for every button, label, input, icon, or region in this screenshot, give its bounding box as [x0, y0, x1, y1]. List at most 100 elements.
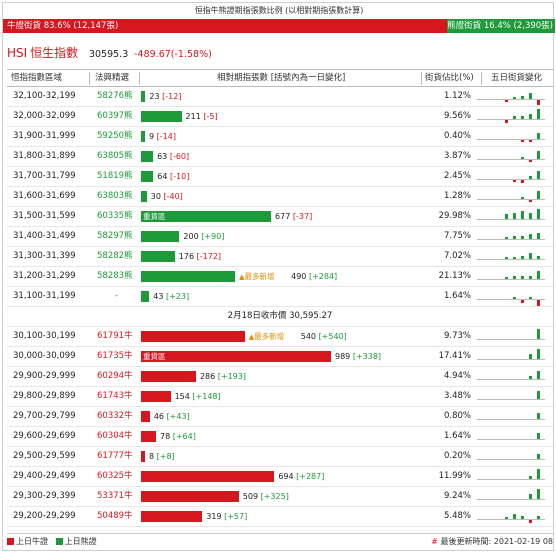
sparkline-bar — [537, 171, 540, 179]
share-percent: 0.40% — [443, 131, 471, 141]
share-percent: 0.80% — [443, 411, 471, 421]
top-pick-link[interactable]: 60304牛 — [97, 431, 133, 441]
table-row[interactable]: 31,500-31,599 60335熊 重貨區 677 [-37] 29.98% — [7, 207, 553, 227]
contracts-change: [+540] — [318, 332, 347, 341]
top-pick-link[interactable]: 60325牛 — [97, 471, 133, 481]
most-added-note: ▲最多新增 — [249, 331, 284, 343]
top-pick-link[interactable]: 61777牛 — [97, 451, 133, 461]
top-pick-link[interactable]: 59250熊 — [97, 131, 133, 141]
contracts-number: 989 — [335, 352, 351, 361]
sparkline-bar — [521, 197, 524, 199]
share-percent: 11.99% — [438, 471, 471, 481]
five-day-sparkline — [477, 428, 545, 446]
table-row[interactable]: 30,100-30,199 61791牛 ▲最多新增 540 [+540] 9.73% — [7, 327, 553, 347]
contracts-value: 677 [-37] — [275, 211, 312, 222]
sparkline-baseline — [477, 379, 545, 380]
contracts-cell: 8 [+8] — [141, 451, 421, 462]
contracts-number: 176 — [178, 252, 195, 261]
five-day-sparkline — [477, 448, 545, 466]
table-row[interactable]: 30,000-30,099 61735牛 重貨區 989 [+338] 17.41% — [7, 347, 553, 367]
five-day-sparkline — [477, 388, 545, 406]
top-pick-link[interactable]: 61735牛 — [97, 351, 133, 361]
table-row[interactable]: 31,100-31,199 - 43 [+23] 1.64% — [7, 287, 553, 307]
table-row[interactable]: 29,200-29,299 50489牛 319 [+57] 5.48% — [7, 507, 553, 527]
sparkline-bar — [513, 514, 516, 519]
table-row[interactable]: 29,700-29,799 60332牛 46 [+43] 0.80% — [7, 407, 553, 427]
top-pick-link[interactable]: 63803熊 — [97, 191, 133, 201]
sparkline-baseline — [477, 299, 545, 300]
sparkline-bar — [521, 140, 524, 142]
header-top-pick: 法興精選 — [95, 73, 130, 83]
top-pick-link[interactable]: 58282熊 — [97, 251, 133, 261]
share-percent: 1.64% — [443, 291, 471, 301]
sparkline-bar — [529, 375, 532, 379]
range-cell: 32,100-32,199 — [13, 91, 76, 101]
bull-bear-ratio-bar: 牛證街貨 83.6% (12,147張) 熊證街貨 16.4% (2,390張) — [3, 19, 555, 33]
table-row[interactable]: 31,400-31,499 58297熊 200 [+90] 7.75% — [7, 227, 553, 247]
share-percent: 9.56% — [443, 111, 471, 121]
contracts-change: [+23] — [165, 292, 190, 301]
table-row[interactable]: 29,300-29,399 53371牛 509 [+325] 9.24% — [7, 487, 553, 507]
contracts-value: 23 [-12] — [149, 91, 181, 102]
sparkline-baseline — [477, 99, 545, 100]
top-pick-link[interactable]: 61791牛 — [97, 331, 133, 341]
top-pick-link[interactable]: 63805熊 — [97, 151, 133, 161]
top-pick-link[interactable]: 60294牛 — [97, 371, 133, 381]
top-pick-link[interactable]: 61743牛 — [97, 391, 133, 401]
table-row[interactable]: 29,900-29,999 60294牛 286 [+193] 4.94% — [7, 367, 553, 387]
contracts-cell: 509 [+325] — [141, 491, 421, 502]
header-divider — [421, 72, 422, 85]
top-pick-link[interactable]: 60332牛 — [97, 411, 133, 421]
sparkline-bar — [529, 354, 532, 359]
contracts-bar: 重貨區 — [141, 211, 272, 222]
share-percent: 0.20% — [443, 451, 471, 461]
sparkline-baseline — [477, 359, 545, 360]
sparkline-bar — [529, 114, 532, 119]
contracts-change: [-10] — [170, 172, 190, 181]
contracts-value: 211 [-5] — [186, 111, 218, 122]
table-row[interactable]: 29,500-29,599 61777牛 8 [+8] 0.20% — [7, 447, 553, 467]
contracts-bar — [141, 191, 147, 202]
top-pick-link[interactable]: 58276熊 — [97, 91, 133, 101]
table-row[interactable]: 31,200-31,299 58283熊 ▲最多新增 490 [+284] 21.13% — [7, 267, 553, 287]
top-pick-link[interactable]: 51819熊 — [97, 171, 133, 181]
share-percent: 7.75% — [443, 231, 471, 241]
sparkline-bar — [521, 180, 524, 184]
top-pick-link[interactable]: 58283熊 — [97, 271, 133, 281]
top-pick-link[interactable]: 53371牛 — [97, 491, 133, 501]
table-row[interactable]: 29,600-29,699 60304牛 78 [+64] 1.64% — [7, 427, 553, 447]
range-cell: 31,100-31,199 — [13, 291, 76, 301]
table-row[interactable]: 31,300-31,399 58282熊 176 [-172] 7.02% — [7, 247, 553, 267]
contracts-change: [+284] — [308, 272, 338, 281]
sparkline-bar — [505, 277, 508, 279]
table-row[interactable]: 29,800-29,899 61743牛 154 [+148] 3.48% — [7, 387, 553, 407]
contracts-value: 8 [+8] — [149, 451, 175, 462]
sparkline-bar — [537, 371, 540, 379]
sparkline-bar — [537, 412, 540, 419]
sparkline-bar — [513, 297, 516, 299]
sparkline-bar — [537, 391, 540, 399]
contracts-cell: 154 [+148] — [141, 391, 421, 402]
table-row[interactable]: 31,600-31,699 63803熊 30 [-40] 1.28% — [7, 187, 553, 207]
table-row[interactable]: 32,000-32,099 60397熊 211 [-5] 9.56% — [7, 107, 553, 127]
table-row[interactable]: 29,400-29,499 60325牛 694 [+287] 11.99% — [7, 467, 553, 487]
top-pick-link[interactable]: 60335熊 — [97, 211, 133, 221]
range-cell: 29,400-29,499 — [13, 471, 76, 481]
sparkline-bar — [537, 271, 540, 279]
contracts-value: 540 [+540] — [301, 331, 347, 342]
top-pick-link[interactable]: 60397熊 — [97, 111, 133, 121]
table-row[interactable]: 31,700-31,799 51819熊 64 [-10] 2.45% — [7, 167, 553, 187]
five-day-sparkline — [477, 508, 545, 526]
contracts-value: 78 [+64] — [160, 431, 196, 442]
contracts-cell: ▲最多新增 540 [+540] — [141, 331, 421, 342]
range-cell: 30,100-30,199 — [13, 331, 76, 341]
table-row[interactable]: 32,100-32,199 58276熊 23 [-12] 1.12% — [7, 87, 553, 107]
share-percent: 3.87% — [443, 151, 471, 161]
header-five-day: 五日街貨變化 — [491, 73, 543, 83]
table-row[interactable]: 31,900-31,999 59250熊 9 [-14] 0.40% — [7, 127, 553, 147]
five-day-sparkline — [477, 208, 545, 226]
top-pick-link[interactable]: 58297熊 — [97, 231, 133, 241]
top-pick-link[interactable]: 50489牛 — [97, 511, 133, 521]
five-day-sparkline — [477, 408, 545, 426]
table-row[interactable]: 31,800-31,899 63805熊 63 [-60] 3.87% — [7, 147, 553, 167]
